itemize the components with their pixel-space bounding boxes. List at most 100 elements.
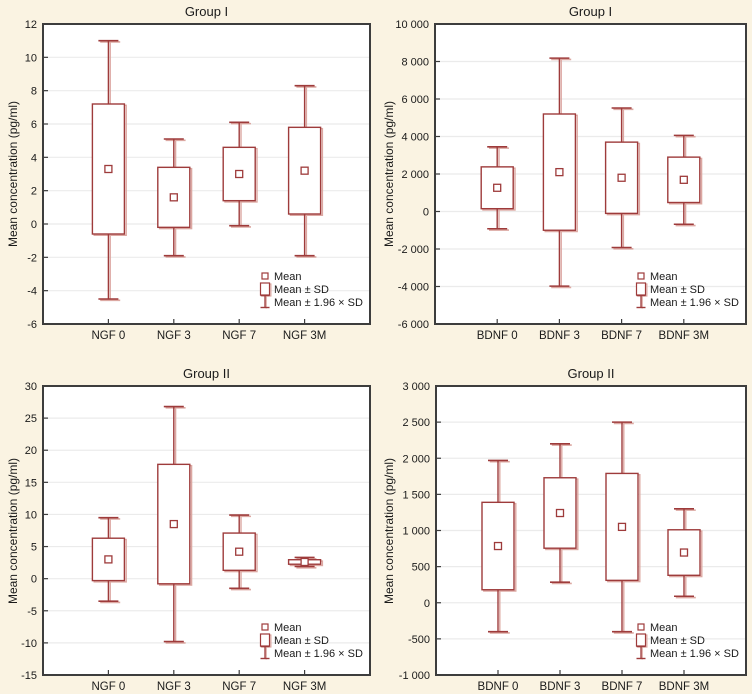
- legend-sd-box-icon: [259, 282, 271, 296]
- plot-frame: [434, 23, 747, 325]
- mean-marker: [617, 522, 627, 532]
- box-whisker-ngf-0: [91, 516, 127, 604]
- x-category-label: BDNF 3M: [659, 330, 709, 342]
- mean-marker: [617, 173, 626, 182]
- legend-label: Mean ± SD: [274, 284, 329, 296]
- panel-title: Group I: [568, 4, 613, 19]
- mean-marker: [555, 167, 564, 177]
- box-whisker-ngf-3: [157, 405, 193, 644]
- mean-marker: [679, 175, 688, 184]
- y-tick-label: 0: [423, 207, 429, 219]
- x-category-label: NGF 0: [91, 330, 125, 342]
- legend-label: Mean: [650, 622, 678, 634]
- box-whisker-bdnf-3: [543, 443, 579, 585]
- panel-group-ii-bdnf: Group II Mean concentration (pg/ml) 3 00…: [376, 347, 752, 694]
- boxplot-canvas-group-i-ngf: 12 10 8 6 4 2 0 -2 -4 -6 NGF 0 NGF 3 NGF 7 NGF 3M Mean…: [25, 19, 371, 342]
- box-whisker-bdnf-3: [542, 57, 578, 289]
- mean-marker: [555, 508, 565, 518]
- plot-frame: [435, 385, 747, 676]
- y-tick-label: 30: [25, 381, 37, 393]
- x-category-label: BDNF 0: [478, 681, 519, 693]
- box-whisker-ngf-3: [157, 138, 193, 258]
- boxplot-canvas-group-i-bdnf: 10 000 8 000 6 000 4 000 2 000 0 -2 000 -4 000 -…: [395, 19, 747, 342]
- y-tick-label: 1 500: [402, 489, 430, 501]
- y-tick-label: 3 000: [402, 381, 430, 393]
- legend-label: Mean: [650, 271, 678, 283]
- y-tick-label: -1 000: [399, 670, 430, 682]
- y-tick-label: 1 000: [402, 526, 430, 538]
- plot-frame: [42, 23, 371, 325]
- x-category-label: BDNF 3: [540, 681, 581, 693]
- legend-mean-marker-icon: [261, 272, 269, 280]
- y-tick-label: 2: [31, 186, 37, 198]
- boxplot-canvas-group-ii-ngf: 30 25 20 15 10 5 0 -5 -10 -15 NGF 0 NGF 3 NGF 7 NGF 3…: [21, 381, 371, 693]
- y-tick-label: 4: [31, 152, 37, 164]
- y-tick-label: 25: [25, 413, 37, 425]
- legend-label: Mean: [274, 271, 302, 283]
- box-whisker-ngf-3m: [287, 84, 324, 258]
- y-tick-label: 10: [25, 52, 37, 64]
- y-tick-label: 8 000: [401, 57, 429, 69]
- legend-whisker-icon: [636, 294, 646, 309]
- y-tick-label: 0: [31, 219, 37, 231]
- y-tick-label: -2: [27, 252, 37, 264]
- x-category-label: NGF 7: [222, 330, 256, 342]
- panel-group-ii-ngf: Group II Mean concentration (pg/ml) 30 25…: [0, 347, 376, 694]
- legend-label: Mean ± 1.96 × SD: [274, 648, 363, 660]
- y-tick-label: 10 000: [395, 19, 429, 31]
- plot-frame: [42, 385, 371, 676]
- y-tick-label: 6: [31, 119, 37, 131]
- box-whisker-bdnf-0: [480, 146, 516, 231]
- legend-sd-box-icon: [635, 633, 647, 647]
- y-tick-label: 8: [31, 86, 37, 98]
- x-category-label: NGF 7: [222, 681, 256, 693]
- box-whisker-bdnf-7: [605, 421, 641, 634]
- mean-marker: [169, 193, 178, 202]
- y-tick-label: 2 000: [402, 453, 430, 465]
- y-tick-label: 4 000: [401, 132, 429, 144]
- legend-label: Mean ± SD: [274, 635, 329, 647]
- y-tick-label: 20: [25, 445, 37, 457]
- legend-whisker-icon: [260, 294, 270, 309]
- x-category-label: NGF 3: [157, 681, 191, 693]
- mean-marker: [493, 541, 503, 551]
- panel-group-i-bdnf: Group I Mean concentration (pg/ml) 10 00…: [376, 0, 752, 347]
- y-tick-label: -2 000: [398, 244, 429, 256]
- y-tick-label: -15: [21, 670, 37, 682]
- x-category-label: BDNF 3M: [659, 681, 709, 693]
- mean-marker: [169, 519, 178, 529]
- x-category-label: BDNF 0: [477, 330, 518, 342]
- y-tick-label: -4: [27, 286, 37, 298]
- panel-title: Group I: [184, 4, 229, 19]
- legend-sd-box-icon: [259, 633, 271, 647]
- mean-marker: [493, 183, 502, 192]
- box-whisker-ngf-7: [222, 121, 258, 228]
- panel-title: Group II: [183, 366, 230, 381]
- legend-label: Mean ± 1.96 × SD: [274, 297, 363, 309]
- y-tick-label: -500: [408, 634, 430, 646]
- legend-label: Mean ± 1.96 × SD: [650, 297, 739, 309]
- mean-marker: [679, 548, 689, 557]
- box-whisker-bdnf-0: [481, 459, 517, 634]
- mean-marker: [104, 164, 113, 174]
- box-whisker-bdnf-7: [604, 107, 641, 250]
- panel-group-i-ngf: Group I Mean concentration (pg/ml) 12 10 8…: [0, 0, 376, 347]
- legend-label: Mean: [274, 622, 302, 634]
- boxplot-canvas-group-ii-bdnf: 3 000 2 500 2 000 1 500 1 000 500 0 -500 -1 000 B…: [399, 381, 747, 693]
- plot-background: [43, 386, 370, 675]
- y-tick-label: 2 500: [402, 417, 430, 429]
- legend-label: Mean ± SD: [650, 284, 705, 296]
- box-whisker-bdnf-3m: [667, 134, 703, 227]
- mean-marker: [235, 169, 244, 179]
- x-category-label: BDNF 7: [601, 330, 642, 342]
- mean-marker: [104, 555, 113, 564]
- legend-label: Mean ± SD: [650, 635, 705, 647]
- y-tick-label: 6 000: [401, 94, 429, 106]
- y-tick-label: 5: [31, 542, 37, 554]
- x-category-label: NGF 3M: [283, 681, 326, 693]
- x-category-label: NGF 3M: [283, 330, 326, 342]
- mean-marker: [235, 547, 244, 556]
- x-category-label: BDNF 7: [602, 681, 643, 693]
- x-category-label: BDNF 3: [539, 330, 580, 342]
